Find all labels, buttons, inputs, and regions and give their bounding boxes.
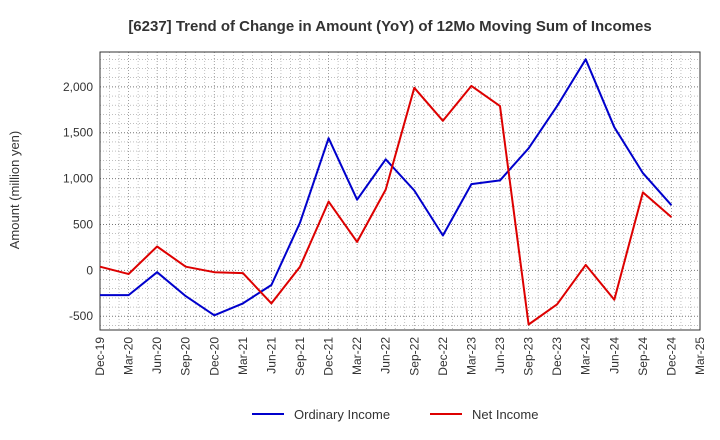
x-tick-label: Dec-21: [322, 337, 336, 376]
series-line-net-income: [99, 84, 673, 326]
plot-area: [99, 51, 701, 331]
x-tick-label: Mar-24: [579, 337, 593, 375]
x-tick-label: Dec-23: [550, 337, 564, 376]
x-tick-label: Dec-22: [436, 337, 450, 376]
x-tick-label: Mar-20: [122, 337, 136, 375]
grid: [99, 52, 701, 330]
chart-title: [6237] Trend of Change in Amount (YoY) o…: [128, 18, 651, 35]
x-tick-label: Jun-23: [493, 337, 507, 374]
y-tick-label: 1,000: [63, 172, 93, 186]
legend-label-ordinary-income: Ordinary Income: [294, 407, 390, 422]
x-axis-ticks: Dec-19 Mar-20 Jun-20 Sep-20 Dec-20 Mar-21 Jun-…: [93, 337, 707, 376]
y-axis-ticks: -500 0 500 1,000 1,500 2,000: [63, 80, 93, 323]
x-tick-label: Sep-21: [293, 337, 307, 376]
x-tick-label: Dec-20: [207, 337, 221, 376]
x-tick-label: Jun-24: [607, 337, 621, 374]
y-tick-label: 2,000: [63, 80, 93, 94]
x-tick-label: Dec-24: [664, 337, 678, 376]
x-tick-label: Jun-21: [264, 337, 278, 374]
x-tick-label: Mar-23: [464, 337, 478, 375]
y-tick-label: 500: [73, 217, 93, 231]
x-tick-label: Sep-24: [636, 337, 650, 376]
x-tick-label: Mar-25: [693, 337, 707, 375]
x-tick-label: Sep-22: [407, 337, 421, 376]
y-tick-label: 1,500: [63, 126, 93, 140]
legend: Ordinary Income Net Income: [252, 407, 538, 422]
y-tick-label: -500: [69, 309, 93, 323]
series-line-ordinary-income: [100, 58, 673, 317]
x-tick-label: Mar-22: [350, 337, 364, 375]
x-tick-label: Jun-20: [150, 337, 164, 374]
x-tick-label: Sep-20: [179, 337, 193, 376]
y-tick-label: 0: [86, 263, 93, 277]
legend-label-net-income: Net Income: [472, 407, 538, 422]
x-tick-label: Dec-19: [93, 337, 107, 376]
y-axis-label: Amount (million yen): [7, 131, 22, 250]
series-lines: [99, 58, 673, 326]
x-tick-label: Sep-23: [522, 337, 536, 376]
x-tick-label: Jun-22: [379, 337, 393, 374]
x-tick-label: Mar-21: [236, 337, 250, 375]
